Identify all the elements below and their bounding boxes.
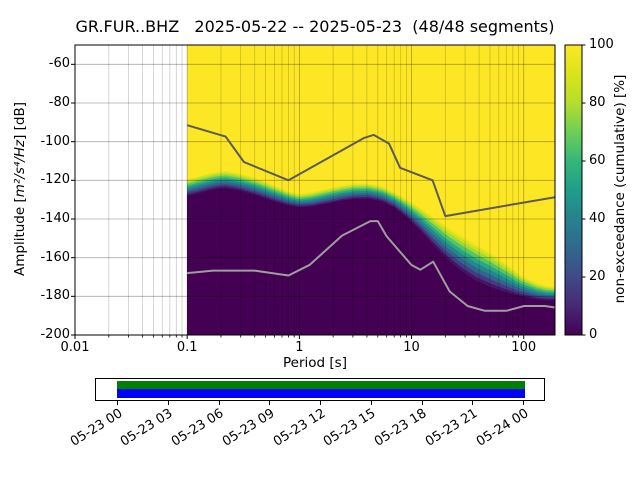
y-tick-label: -120 bbox=[40, 172, 70, 188]
x-tick-label: 100 bbox=[511, 340, 537, 355]
chart-title: GR.FUR..BHZ 2025-05-22 -- 2025-05-23 (48… bbox=[75, 17, 555, 36]
colorbar-tick-label: 60 bbox=[589, 153, 606, 168]
y-tick-label: -60 bbox=[48, 56, 70, 72]
colorbar-tick-label: 100 bbox=[589, 37, 614, 52]
coverage-tick bbox=[269, 401, 271, 405]
colorbar-tick-label: 40 bbox=[589, 211, 606, 226]
coverage-tick bbox=[167, 401, 169, 405]
coverage-timeline bbox=[95, 378, 545, 401]
coverage-tick bbox=[320, 401, 321, 405]
x-axis-label: Period [s] bbox=[283, 355, 347, 371]
coverage-tick bbox=[523, 401, 524, 405]
colorbar-tick-label: 0 bbox=[589, 327, 598, 342]
coverage-data-bar bbox=[117, 389, 525, 398]
y-tick-label: -200 bbox=[40, 327, 70, 342]
coverage-tick bbox=[370, 401, 372, 405]
x-tick-label: 0.1 bbox=[176, 340, 198, 355]
coverage-tick bbox=[472, 401, 474, 405]
colorbar-tick-label: 20 bbox=[589, 269, 606, 284]
coverage-tick bbox=[218, 401, 220, 405]
y-tick-label: -180 bbox=[40, 288, 70, 304]
x-tick-label: 0.01 bbox=[60, 340, 90, 355]
coverage-segments-bar bbox=[117, 381, 525, 389]
colorbar-tick-label: 80 bbox=[589, 95, 606, 110]
x-tick-label: 10 bbox=[403, 340, 420, 355]
coverage-tick bbox=[117, 401, 118, 405]
y-tick-label: -140 bbox=[40, 211, 70, 226]
y-tick-label: -100 bbox=[40, 133, 70, 149]
y-tick-label: -160 bbox=[40, 249, 70, 265]
y-tick-label: -80 bbox=[48, 95, 70, 110]
x-tick-label: 1 bbox=[295, 340, 304, 355]
coverage-tick bbox=[421, 401, 423, 405]
